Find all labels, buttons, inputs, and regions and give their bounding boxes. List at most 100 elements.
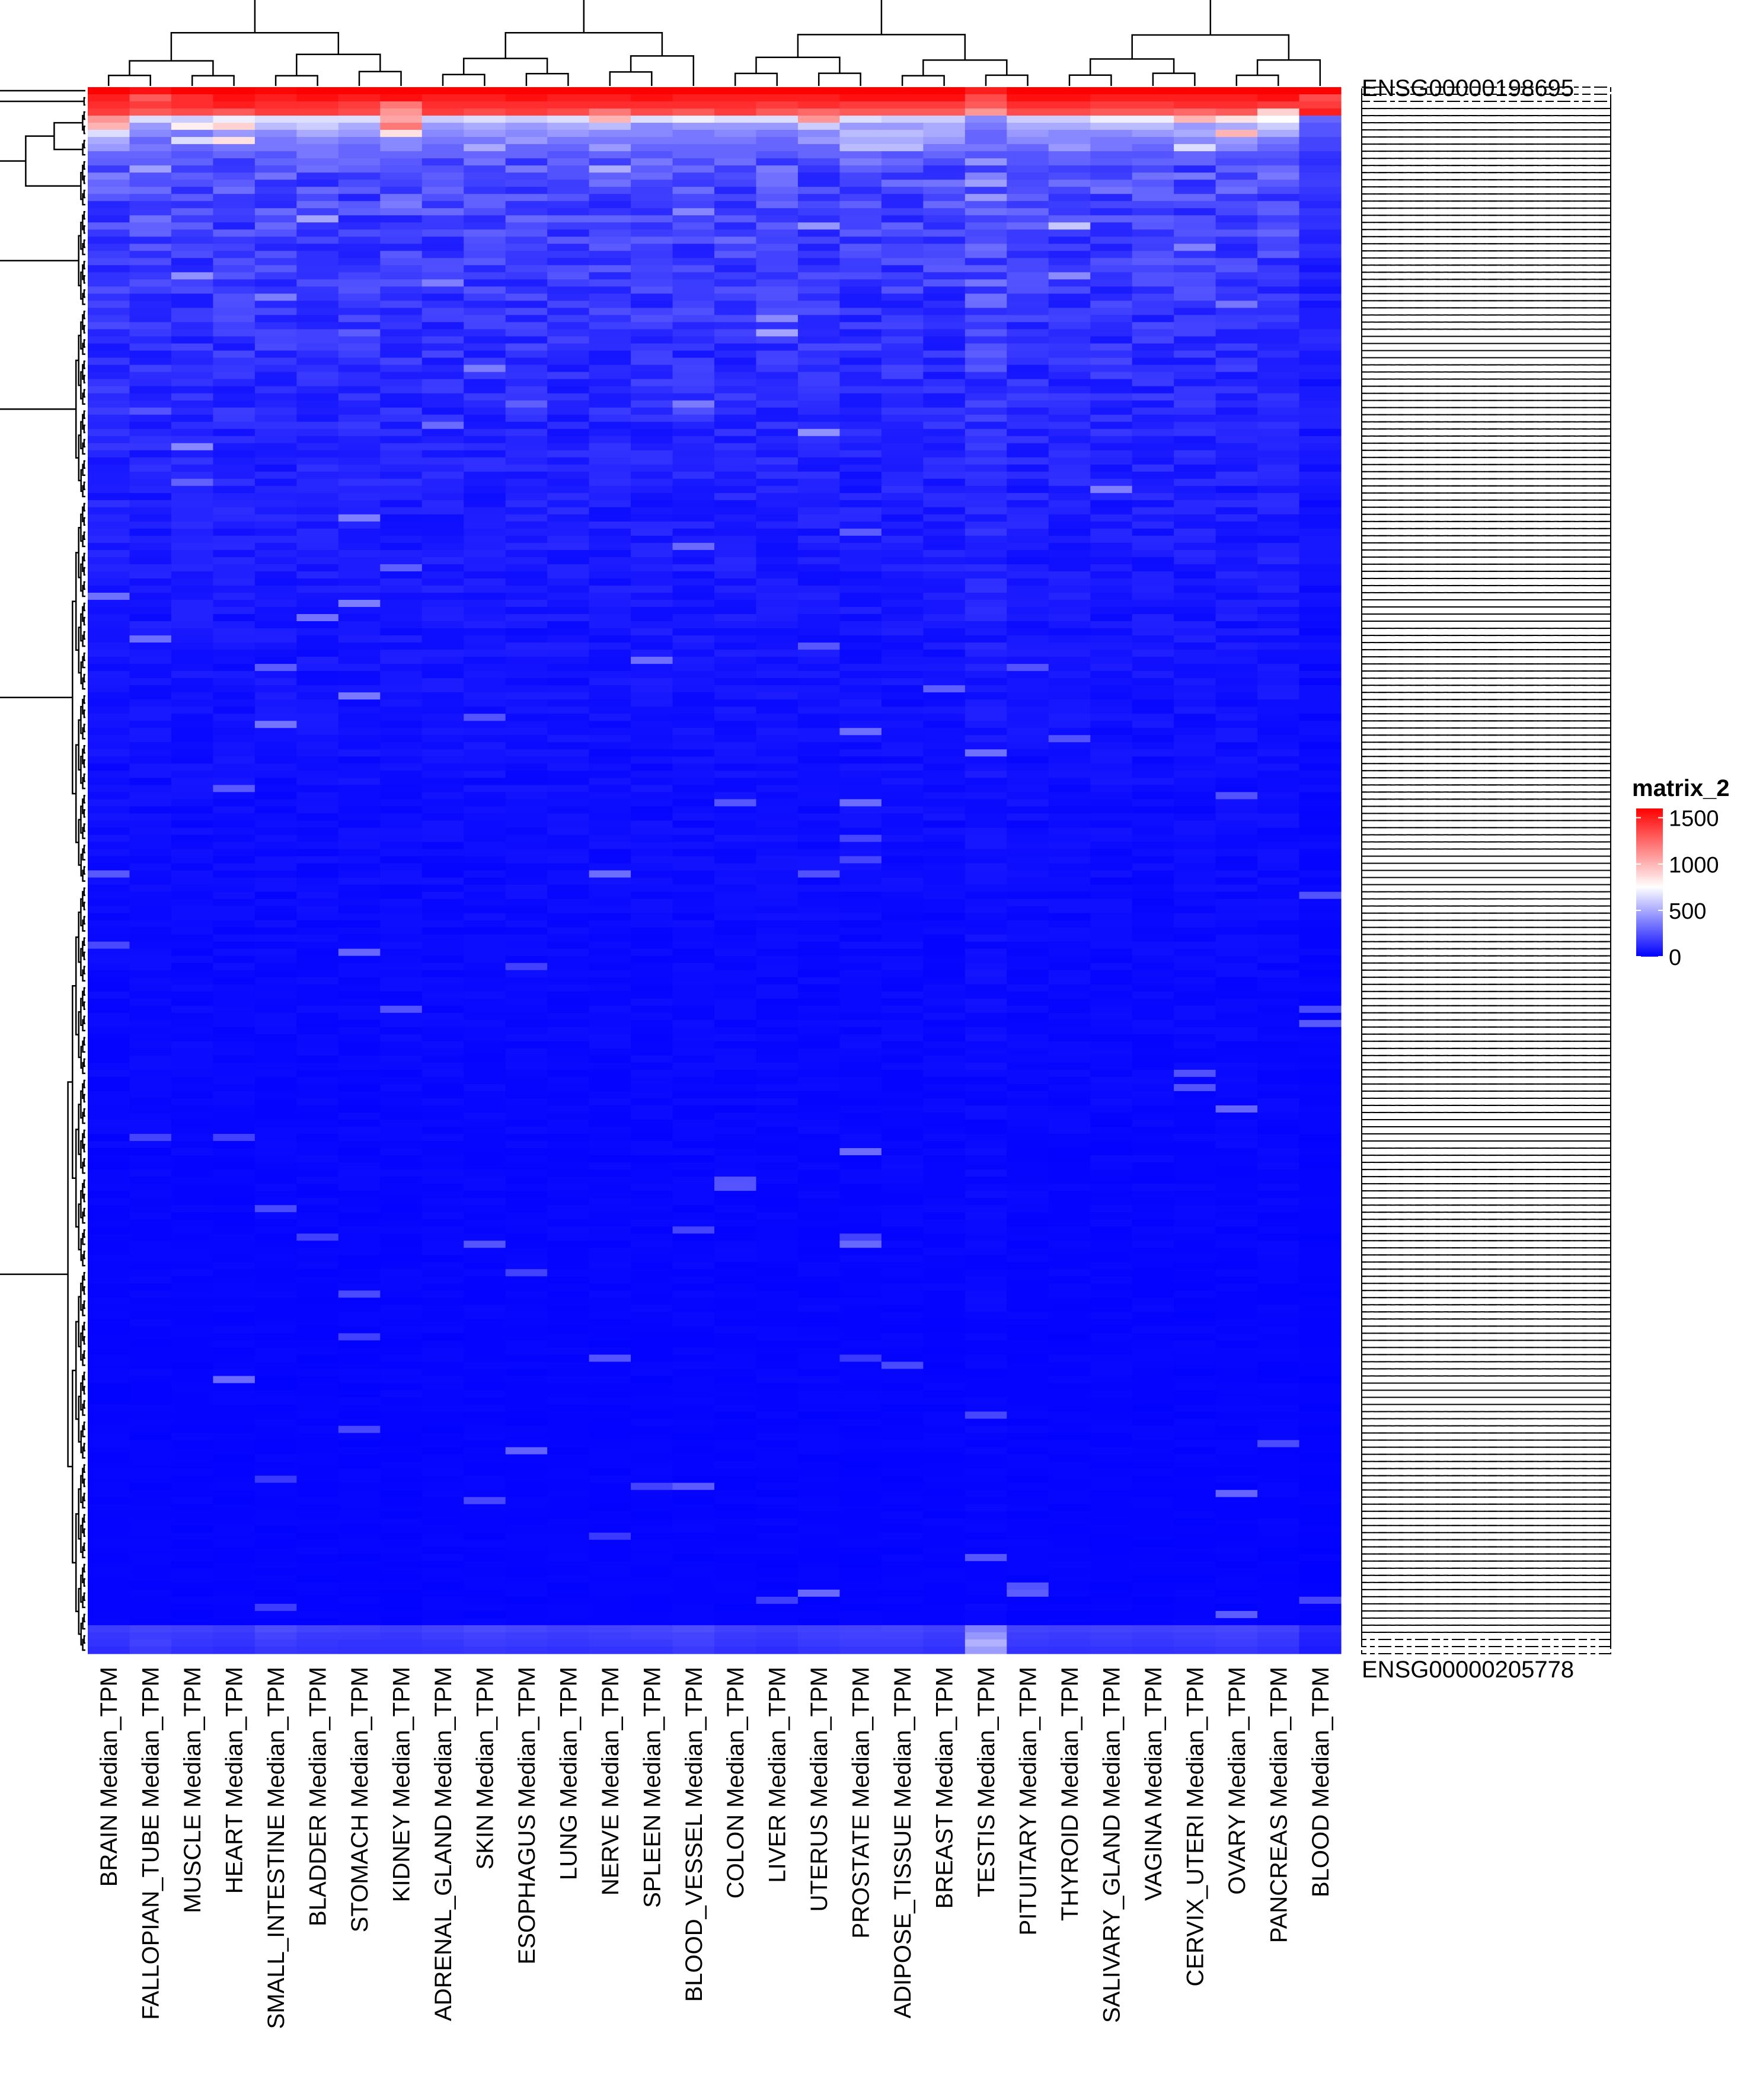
heatmap-cell: [1090, 1048, 1133, 1056]
heatmap-cell: [171, 123, 213, 130]
heatmap-cell: [797, 493, 840, 501]
heatmap-cell: [1132, 756, 1174, 764]
heatmap-cell: [1299, 835, 1342, 843]
heatmap-cell: [171, 1019, 213, 1028]
heatmap-cell: [464, 421, 506, 430]
heatmap-cell: [881, 578, 924, 586]
heatmap-cell: [1132, 1027, 1174, 1035]
heatmap-cell: [1090, 621, 1133, 629]
heatmap-cell: [88, 507, 130, 515]
heatmap-cell: [923, 1191, 966, 1198]
heatmap-cell: [756, 941, 799, 950]
heatmap-cell: [380, 450, 423, 458]
heatmap-cell: [296, 877, 339, 886]
heatmap-cell: [505, 692, 548, 700]
heatmap-cell: [1048, 1019, 1091, 1028]
heatmap-cell: [464, 721, 506, 728]
heatmap-cell: [171, 1098, 213, 1106]
heatmap-cell: [881, 101, 924, 109]
heatmap-cell: [171, 215, 213, 223]
heatmap-cell: [254, 585, 297, 593]
heatmap-cell: [797, 1162, 840, 1170]
heatmap-cell: [254, 1098, 297, 1106]
dendrogram-branch: [83, 1635, 85, 1644]
heatmap-cell: [1299, 970, 1342, 978]
heatmap-cell: [797, 877, 840, 886]
heatmap-cell: [923, 707, 966, 714]
heatmap-cell: [213, 507, 256, 515]
heatmap-cell: [756, 514, 799, 522]
heatmap-cell: [213, 849, 256, 857]
heatmap-cell: [1257, 229, 1300, 237]
heatmap-cell: [714, 1027, 757, 1035]
heatmap-cell: [1048, 386, 1091, 394]
heatmap-cell: [1257, 1005, 1300, 1014]
heatmap-cell: [88, 272, 130, 280]
heatmap-cell: [1048, 799, 1091, 807]
heatmap-cell: [756, 457, 799, 465]
heatmap-cell: [756, 1012, 799, 1021]
heatmap-cell: [1090, 941, 1133, 950]
heatmap-cell: [254, 443, 297, 451]
heatmap-cell: [1007, 222, 1049, 230]
heatmap-cell: [505, 998, 548, 1006]
heatmap-cell: [464, 357, 506, 366]
heatmap-cell: [213, 998, 256, 1006]
heatmap-cell: [129, 1019, 172, 1028]
heatmap-cell: [421, 1005, 464, 1014]
heatmap-cell: [547, 123, 590, 130]
heatmap-cell: [380, 265, 423, 273]
heatmap-cell: [171, 222, 213, 230]
heatmap-cell: [1132, 542, 1174, 551]
heatmap-cell: [1132, 258, 1174, 266]
heatmap-cell: [589, 535, 631, 544]
heatmap-cell: [1299, 763, 1342, 771]
heatmap-cell: [672, 343, 715, 351]
heatmap-cell: [1215, 820, 1258, 829]
heatmap-cell: [338, 94, 381, 102]
heatmap-cell: [88, 421, 130, 430]
heatmap-cell: [923, 180, 966, 187]
heatmap-cell: [464, 799, 506, 807]
heatmap-cell: [881, 1069, 924, 1078]
heatmap-cell: [254, 343, 297, 351]
heatmap-cell: [923, 215, 966, 223]
heatmap-cell: [171, 1062, 213, 1070]
heatmap-cell: [380, 1055, 423, 1063]
heatmap-cell: [965, 571, 1007, 579]
heatmap-cell: [464, 849, 506, 857]
heatmap-cell: [923, 991, 966, 999]
heatmap-cell: [923, 1112, 966, 1120]
heatmap-cell: [213, 884, 256, 893]
heatmap-cell: [1090, 1012, 1133, 1021]
heatmap-cell: [1299, 728, 1342, 736]
heatmap-cell: [421, 471, 464, 480]
dendrogram-branch: [83, 239, 85, 248]
heatmap-cell: [1048, 1169, 1091, 1177]
heatmap-cell: [714, 963, 757, 971]
heatmap-cell: [965, 643, 1007, 650]
heatmap-cell: [254, 863, 297, 871]
heatmap-cell: [714, 535, 757, 544]
heatmap-cell: [213, 913, 256, 921]
heatmap-cell: [672, 714, 715, 721]
heatmap-cell: [129, 564, 172, 572]
heatmap-cell: [421, 1169, 464, 1177]
heatmap-cell: [254, 130, 297, 138]
heatmap-cell: [380, 749, 423, 757]
heatmap-cell: [1007, 258, 1049, 266]
heatmap-cell: [965, 436, 1007, 444]
heatmap-cell: [881, 1076, 924, 1085]
heatmap-cell: [88, 201, 130, 209]
heatmap-cell: [129, 714, 172, 721]
heatmap-cell: [1048, 172, 1091, 180]
heatmap-cell: [254, 400, 297, 408]
heatmap-cell: [1132, 1134, 1174, 1142]
heatmap-cell: [505, 1105, 548, 1113]
heatmap-cell: [505, 386, 548, 394]
heatmap-cell: [1215, 514, 1258, 522]
heatmap-cell: [464, 728, 506, 736]
heatmap-cell: [213, 365, 256, 373]
heatmap-cell: [672, 1119, 715, 1127]
heatmap-cell: [464, 528, 506, 536]
